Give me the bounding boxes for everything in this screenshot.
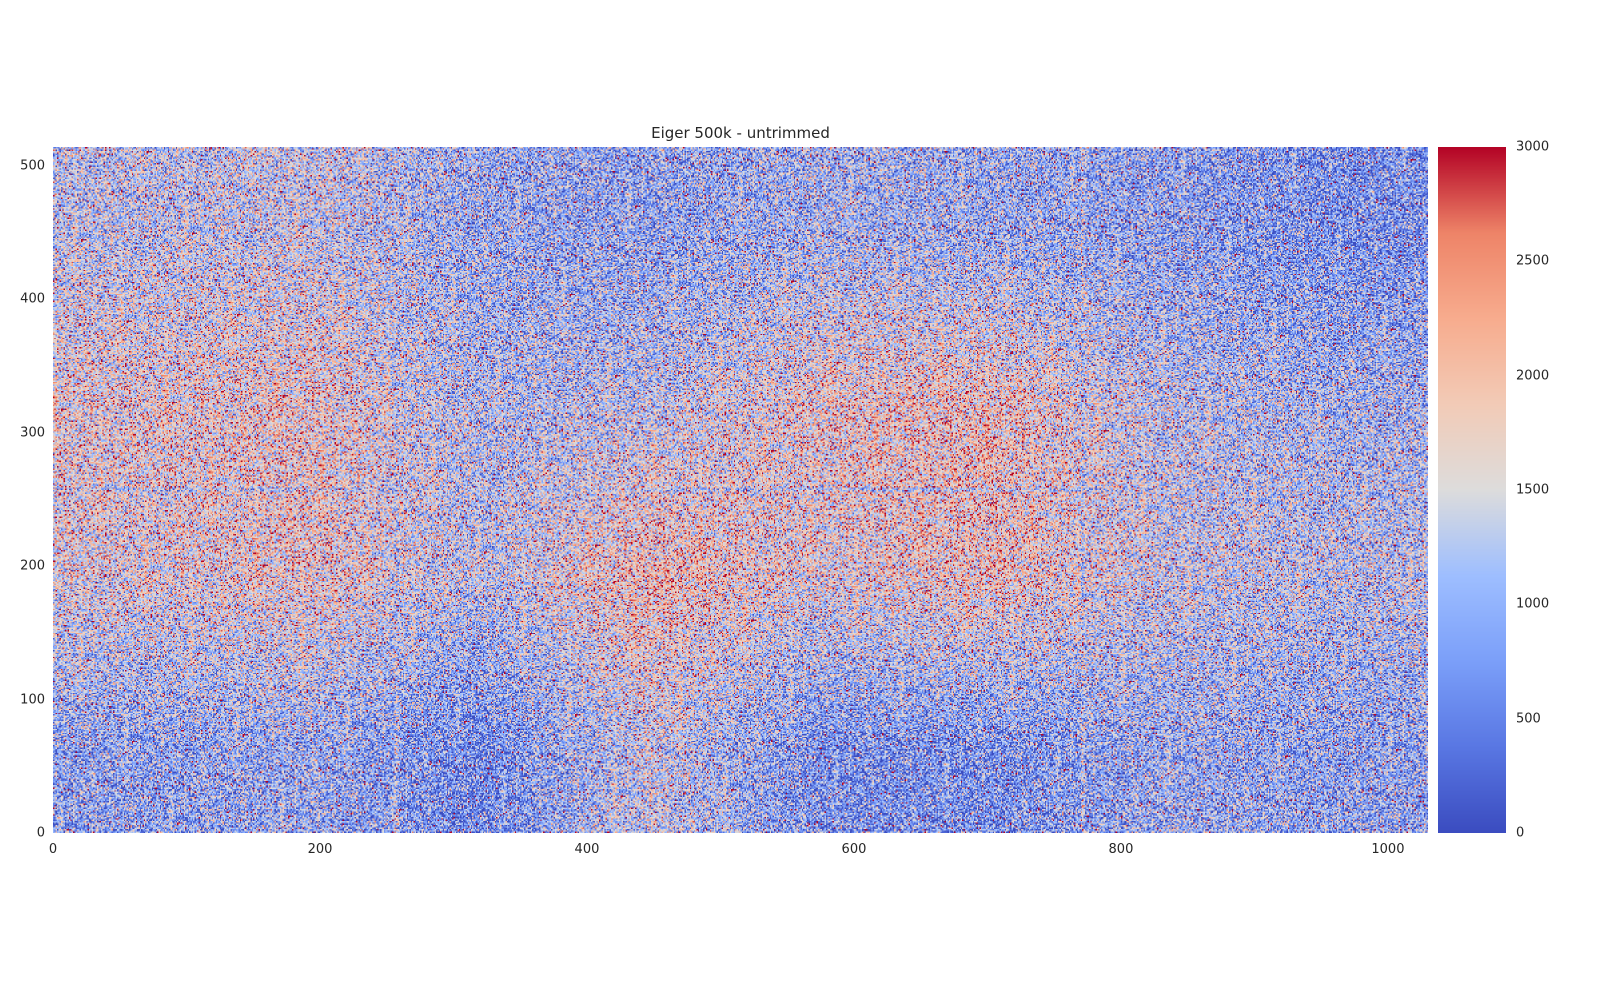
colorbar: [1438, 147, 1506, 833]
x-tick-label: 600: [841, 842, 867, 857]
y-tick-label: 100: [20, 692, 45, 708]
y-tick-label: 400: [20, 291, 45, 307]
colorbar-tick-label: 3000: [1516, 139, 1550, 155]
x-tick-label: 800: [1108, 842, 1134, 857]
y-tick-label: 300: [20, 425, 45, 441]
y-tick-label: 500: [20, 158, 45, 174]
heatmap-image: [53, 147, 1428, 833]
x-tick-label: 400: [574, 842, 600, 857]
y-tick-label: 200: [20, 558, 45, 574]
colorbar-tick-label: 0: [1516, 825, 1525, 841]
x-tick-label: 1000: [1371, 842, 1405, 857]
colorbar-tick-label: 2500: [1516, 253, 1550, 269]
x-tick-label: 200: [307, 842, 333, 857]
x-tick-label: 0: [48, 842, 58, 857]
y-tick-label: 0: [36, 825, 45, 841]
colorbar-tick-label: 1000: [1516, 596, 1550, 612]
colorbar-tick-label: 500: [1516, 711, 1541, 727]
colorbar-tick-label: 2000: [1516, 368, 1550, 384]
colorbar-tick-label: 1500: [1516, 482, 1550, 498]
chart-title: Eiger 500k - untrimmed: [651, 124, 830, 142]
